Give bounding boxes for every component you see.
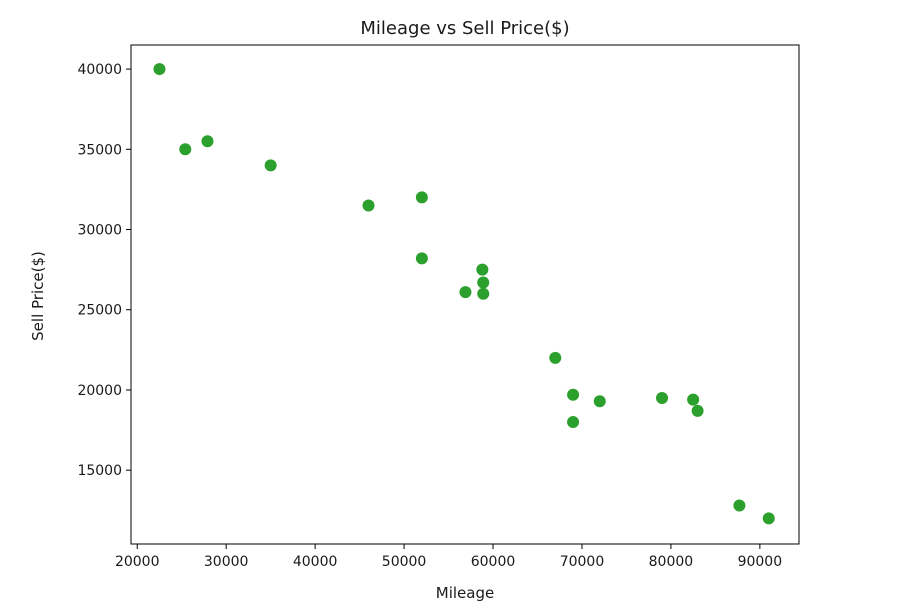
x-tick-label: 90000 — [738, 554, 783, 570]
data-point — [687, 393, 700, 406]
x-tick-label: 40000 — [293, 554, 338, 570]
y-axis: 15000 20000 25000 30000 35000 40000 — [77, 62, 131, 479]
data-point — [567, 416, 580, 429]
data-points — [153, 63, 775, 525]
y-tick-label: 20000 — [77, 383, 122, 399]
y-tick-label: 35000 — [77, 142, 122, 158]
y-tick-label: 40000 — [77, 62, 122, 78]
x-tick-label: 70000 — [560, 554, 605, 570]
data-point — [201, 135, 214, 148]
data-point — [733, 499, 746, 512]
data-point — [459, 286, 472, 299]
data-point — [691, 404, 704, 417]
data-point — [415, 191, 428, 204]
x-tick-label: 20000 — [115, 554, 160, 570]
y-tick-label: 25000 — [77, 303, 122, 319]
data-point — [264, 159, 277, 172]
data-point — [656, 391, 669, 404]
data-point — [362, 199, 375, 212]
data-point — [415, 252, 428, 265]
data-point — [477, 287, 490, 300]
data-point — [762, 512, 775, 525]
data-point — [593, 395, 606, 408]
x-tick-label: 80000 — [649, 554, 694, 570]
y-tick-label: 30000 — [77, 223, 122, 239]
x-tick-label: 50000 — [382, 554, 427, 570]
x-tick-label: 60000 — [471, 554, 516, 570]
x-axis: 20000 30000 40000 50000 60000 70000 80000 90000 — [115, 544, 782, 570]
x-tick-label: 30000 — [204, 554, 249, 570]
chart-title: Mileage vs Sell Price($) — [360, 18, 569, 39]
y-tick-label: 15000 — [77, 463, 122, 479]
data-point — [153, 63, 166, 76]
data-point — [476, 263, 489, 276]
plot-area-frame — [130, 44, 800, 545]
data-point — [567, 388, 580, 401]
data-point — [477, 276, 490, 289]
data-point — [549, 351, 562, 364]
x-axis-label: Mileage — [436, 584, 494, 602]
data-point — [179, 143, 192, 156]
y-axis-label: Sell Price($) — [29, 251, 47, 341]
